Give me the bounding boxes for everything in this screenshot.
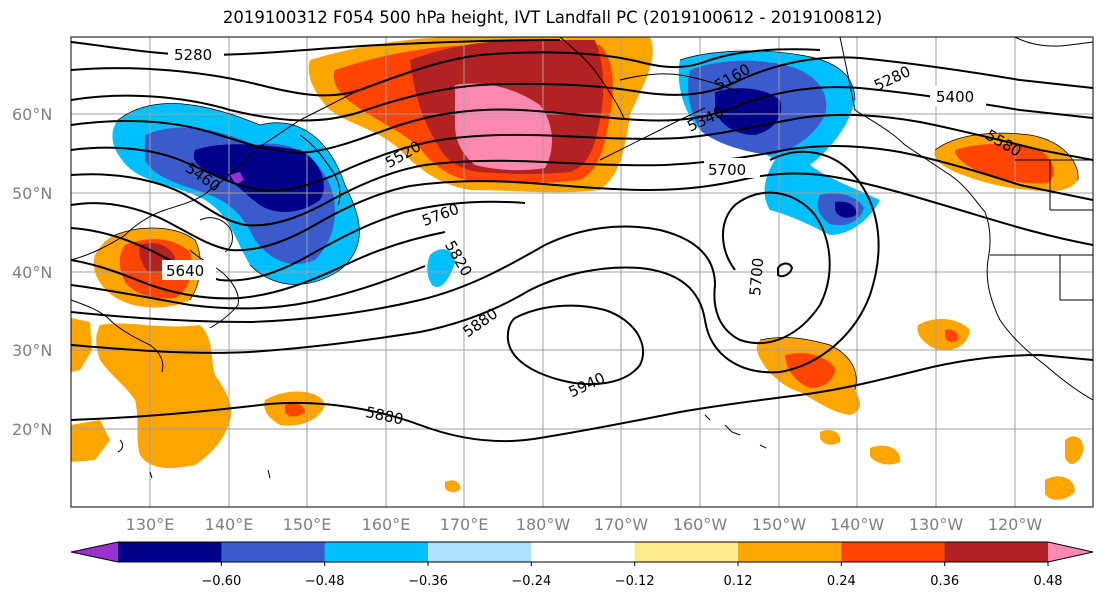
- lat-label: 60°N: [12, 105, 52, 124]
- colorbar-cell: [531, 542, 636, 562]
- lat-label: 30°N: [12, 341, 52, 360]
- lon-label: 130°W: [909, 515, 964, 534]
- lon-label: 160°W: [673, 515, 728, 534]
- contour-label: 5700: [708, 161, 746, 179]
- contour-label: 5880: [364, 403, 405, 429]
- colorbar-tick-label: −0.24: [511, 574, 551, 589]
- colorbar-cell: [221, 542, 326, 562]
- lon-label: 140°W: [830, 515, 885, 534]
- latitude-labels: 60°N 50°N 40°N 30°N 20°N: [12, 105, 52, 439]
- lat-label: 20°N: [12, 420, 52, 439]
- lon-label: 170°E: [440, 515, 489, 534]
- positive-cell-d: [1045, 476, 1075, 500]
- contour-label: 5940: [566, 369, 608, 401]
- positive-anomaly-pnw-r: [955, 144, 1054, 184]
- contour-label: 5280: [174, 46, 212, 64]
- lon-label: 150°E: [283, 515, 332, 534]
- positive-cell-b: [870, 445, 901, 465]
- map-frame: [70, 36, 1094, 508]
- longitude-labels: 130°E 140°E 150°E 160°E 170°E 180°W 170°…: [126, 515, 1043, 534]
- colorbar-extend-high: [1048, 542, 1093, 562]
- positive-anomaly-ne: [917, 318, 970, 351]
- negative-anomaly-east-core2: [835, 201, 857, 218]
- colorbar-cell: [841, 542, 946, 562]
- contour-label: 5400: [936, 88, 974, 106]
- positive-cell-c: [1065, 436, 1084, 464]
- colorbar-tick-label: −0.36: [408, 574, 448, 589]
- positive-anomaly-sw-edge: [71, 420, 110, 462]
- positive-cell-a: [820, 430, 841, 445]
- positive-anomaly-small-1r: [285, 402, 305, 417]
- gridlines: [71, 37, 1093, 507]
- negative-anomaly-west-core2: [193, 144, 324, 212]
- colorbar-cell: [944, 542, 1049, 562]
- lon-label: 140°E: [205, 515, 254, 534]
- colorbar-tick-label: 0.36: [930, 574, 959, 589]
- lon-label: 150°W: [752, 515, 807, 534]
- height-contours: [71, 39, 1093, 443]
- colorbar-cell: [738, 542, 842, 562]
- lat-label: 40°N: [12, 263, 52, 282]
- map-title: 2019100312 F054 500 hPa height, IVT Land…: [222, 8, 883, 27]
- lon-label: 170°W: [594, 515, 649, 534]
- positive-anomaly-ne-r: [945, 329, 959, 343]
- lon-label: 160°E: [362, 515, 411, 534]
- negative-anomaly-west-min: [230, 172, 244, 185]
- colorbar-tick-label: 0.48: [1034, 574, 1063, 589]
- colorbar-cell: [324, 542, 429, 562]
- colorbar-cell: [428, 542, 532, 562]
- contour-label: 5700: [746, 257, 767, 297]
- colorbar-tick-label: −0.12: [615, 574, 655, 589]
- positive-anomaly-small-2: [427, 249, 455, 288]
- lon-label: 120°W: [988, 515, 1043, 534]
- lat-label: 50°N: [12, 184, 52, 203]
- negative-anomaly-east-core: [715, 88, 782, 135]
- colorbar-tick-label: 0.12: [724, 574, 753, 589]
- lon-label: 130°E: [126, 515, 175, 534]
- colorbar-tick-label: −0.60: [201, 574, 241, 589]
- colorbar: −0.60 −0.48 −0.36 −0.24 −0.12 0.12 0.24 0.36 0.4…: [70, 541, 1094, 589]
- colorbar-tick-label: 0.24: [827, 574, 856, 589]
- anomaly-outlines: [114, 50, 1079, 391]
- positive-anomaly-north-pink: [455, 83, 552, 171]
- contour-label: 5280: [871, 62, 913, 94]
- colorbar-cell: [634, 542, 739, 562]
- colorbar-tick-label: −0.48: [305, 574, 345, 589]
- lon-label: 180°W: [516, 515, 571, 534]
- positive-cell-e: [445, 480, 461, 493]
- contour-label: 5760: [419, 200, 461, 230]
- contour-label: 5880: [460, 304, 502, 341]
- colorbar-extend-low: [71, 542, 118, 562]
- positive-anomaly-hawaii-r: [785, 353, 835, 388]
- colorbar-cell: [118, 542, 222, 562]
- contour-label: 5640: [166, 262, 204, 280]
- ivt-shading: [71, 37, 1084, 500]
- positive-anomaly-subtropic-west: [96, 323, 232, 468]
